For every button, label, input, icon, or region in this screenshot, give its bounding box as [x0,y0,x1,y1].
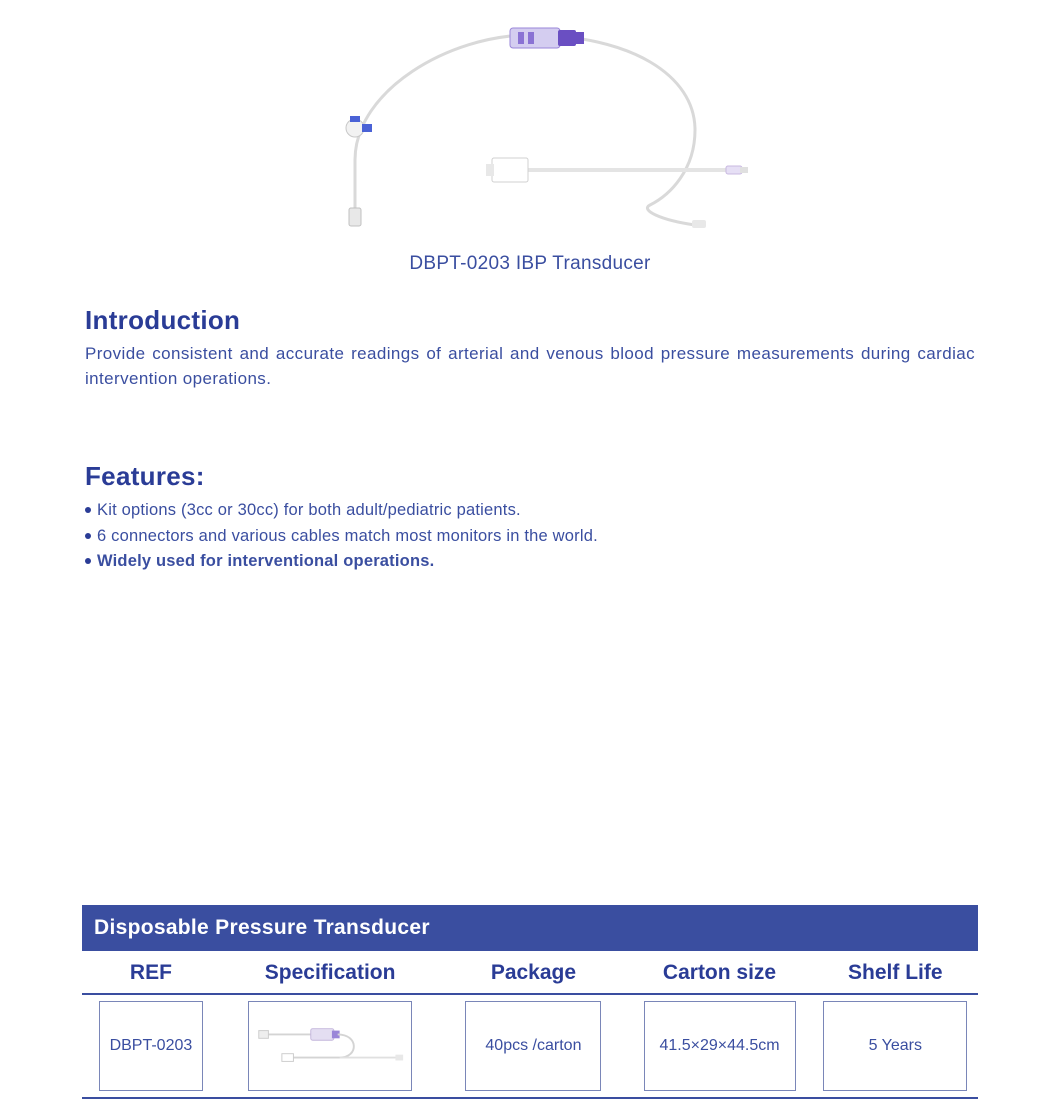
cell-package: 40pcs /carton [465,1001,601,1091]
table-header-row: REF Specification Package Carton size Sh… [82,951,978,995]
introduction-heading: Introduction [85,305,975,336]
cell-carton: 41.5×29×44.5cm [644,1001,796,1091]
features-section: Features: Kit options (3cc or 30cc) for … [0,461,1060,575]
spec-thumbnail-icon [253,1006,407,1086]
table-title: Disposable Pressure Transducer [82,905,978,951]
introduction-text: Provide consistent and accurate readings… [85,342,975,391]
col-header-spec: Specification [220,961,441,985]
spec-table: Disposable Pressure Transducer REF Speci… [0,905,1060,1099]
product-image: DBPT-0203 IBP Transducer [0,0,1060,275]
cell-spec [248,1001,412,1091]
introduction-section: Introduction Provide consistent and accu… [0,305,1060,391]
col-header-ref: REF [82,961,220,985]
features-heading: Features: [85,461,975,492]
cell-ref: DBPT-0203 [99,1001,203,1091]
transducer-illustration [300,20,760,240]
col-header-package: Package [440,961,626,985]
cell-shelf: 5 Years [823,1001,967,1091]
table-row: DBPT-0203 40pcs /carton 41.5×29×44.5cm 5… [82,995,978,1099]
col-header-carton: Carton size [626,961,812,985]
feature-item: Widely used for interventional operation… [85,549,975,575]
product-caption: DBPT-0203 IBP Transducer [0,253,1060,275]
feature-item: 6 connectors and various cables match mo… [85,524,975,550]
feature-item: Kit options (3cc or 30cc) for both adult… [85,498,975,524]
col-header-shelf: Shelf Life [813,961,978,985]
features-list: Kit options (3cc or 30cc) for both adult… [85,498,975,575]
